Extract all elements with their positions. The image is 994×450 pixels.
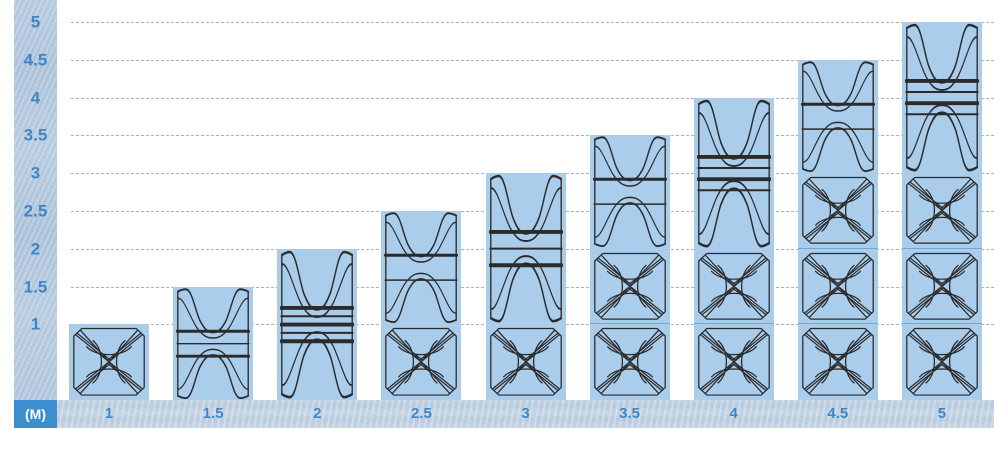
bar-segment-box [485, 324, 566, 400]
x-axis-tick-label: 2.5 [410, 405, 432, 422]
bar[interactable] [901, 22, 982, 400]
bar-segment-wave [485, 173, 566, 325]
y-axis-unit-label: (M) [14, 400, 57, 428]
y-axis-tick-label: 5 [30, 12, 41, 32]
bar-segment-box [797, 248, 878, 325]
bar-segment-box [589, 324, 670, 400]
bar-segment-box [797, 324, 878, 400]
bar-segment-box [693, 324, 774, 400]
y-axis-tick-label: 2 [30, 239, 41, 259]
y-axis-tick-label: 1.5 [23, 277, 48, 297]
bar[interactable] [485, 173, 566, 400]
x-axis-tick-label: 4.5 [827, 405, 849, 422]
y-axis-tick-label: 2.5 [23, 201, 48, 221]
gridline [71, 135, 994, 137]
x-axis-tick-label: 2 [313, 405, 322, 422]
x-axis-tick-label: 1.5 [202, 405, 224, 422]
x-axis-tick-label: 5 [937, 405, 947, 422]
bar-segment-wave [901, 22, 982, 174]
bar-segment-box [901, 324, 982, 400]
bar-segment-wave [277, 248, 358, 400]
bar-segment-wave [173, 286, 254, 400]
bar[interactable] [277, 248, 358, 400]
bar[interactable] [69, 324, 150, 400]
y-axis-tick-label: 4.5 [23, 50, 48, 70]
y-axis-tick-label: 4 [30, 88, 41, 108]
bar-segment-wave [693, 97, 774, 249]
bar-segment-box [589, 248, 670, 325]
bar-segment-box [381, 324, 462, 400]
bar[interactable] [797, 59, 878, 400]
bar-segment-wave [381, 211, 462, 325]
bar-segment-box [69, 324, 150, 400]
bar-segment-wave [797, 59, 878, 174]
bar-segment-box [901, 173, 982, 249]
gridline [71, 22, 994, 23]
y-axis-tick-label: 3.5 [23, 125, 48, 145]
bar-segment-box [901, 248, 982, 325]
gridline [71, 97, 994, 99]
x-axis-tick-label: 3 [521, 405, 530, 422]
bar[interactable] [381, 211, 462, 400]
y-axis-tick-label: 1 [30, 314, 41, 334]
y-axis-tick-label: 3 [30, 163, 41, 183]
x-axis-tick-label: 1 [104, 405, 114, 422]
plot-area [57, 0, 994, 400]
bar[interactable] [693, 97, 774, 400]
gridline [71, 59, 994, 61]
x-axis-strip [57, 400, 994, 428]
x-axis-tick-label: 3.5 [619, 405, 641, 422]
bar[interactable] [173, 286, 254, 400]
bar[interactable] [589, 135, 670, 400]
y-axis-strip [14, 0, 57, 400]
bar-segment-box [797, 173, 878, 249]
x-axis-tick-label: 4 [729, 405, 738, 422]
bar-segment-wave [589, 135, 670, 249]
bar-segment-box [693, 248, 774, 325]
